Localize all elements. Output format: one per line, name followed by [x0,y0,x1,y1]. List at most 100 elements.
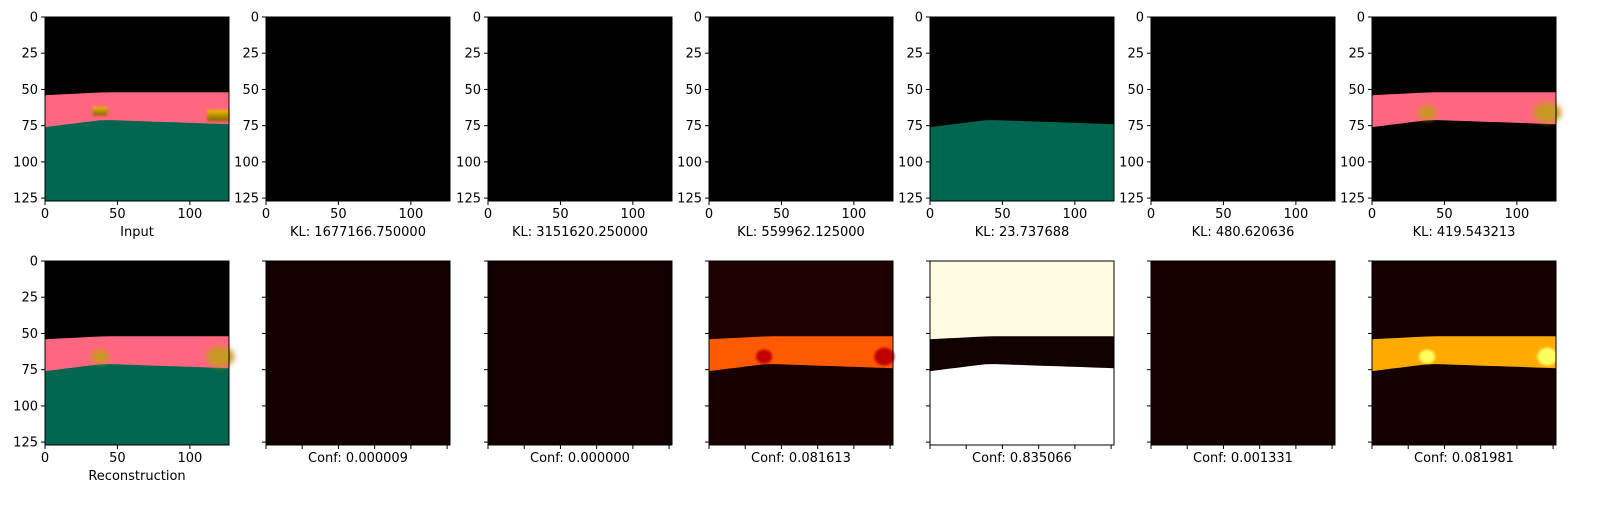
panel-frame [265,16,451,202]
panel-image [45,17,229,201]
y-tick-label: 75 [685,119,702,134]
panel-image [709,261,895,445]
x-tick-label: 100 [1062,207,1087,222]
panel-frame [265,260,451,446]
panel-caption: KL: 1677166.750000 [290,225,426,240]
panel-image [1372,17,1562,201]
x-tick-label: 100 [1283,207,1308,222]
object-right [1533,102,1562,123]
panel-caption: Conf: 0.001331 [1193,451,1293,466]
y-tick-label: 75 [21,119,38,134]
y-tick-label: 0 [1136,11,1144,26]
y-tick-label: 125 [677,192,702,207]
panel-background [1151,17,1335,201]
panel-image [266,17,450,201]
y-tick-label: 125 [898,192,923,207]
panel-r1-c0: 0 50 100 0 25 50 75 100 125 Reconstruction [13,255,235,484]
panel-image [488,261,672,445]
panel-caption: KL: 3151620.250000 [512,225,648,240]
panel-frame [708,260,894,446]
confidence-blob-right [874,347,895,366]
panel-frame [487,260,673,446]
panel-frame [44,260,230,446]
panel-image [1151,261,1335,445]
y-tick-label: 100 [456,155,481,170]
y-tick-label: 50 [21,83,38,98]
panel-image [930,261,1114,445]
panel-caption: KL: 23.737688 [975,225,1070,240]
panel-caption: KL: 480.620636 [1192,225,1295,240]
lower-region [709,364,893,445]
y-tick-label: 0 [915,11,923,26]
confidence-blob-right [1537,347,1558,366]
object-right [207,109,229,122]
object-left [1418,105,1437,120]
panel-frame [1371,260,1557,446]
y-tick-label: 100 [234,155,259,170]
y-tick-label: 25 [906,47,923,62]
y-tick-label: 25 [464,47,481,62]
panel-r0-c6: 0 50 100 0 25 50 75 100 125 KL: 419.543213 [1340,11,1562,240]
y-tick-label: 100 [677,155,702,170]
x-tick-label: 0 [1147,207,1155,222]
x-tick-label: 0 [705,207,713,222]
x-tick-label: 50 [1215,207,1232,222]
panel-r0-c2: 0 50 100 0 25 50 75 100 125 KL: 3151620.250000 [456,11,673,240]
panel-frame [1150,16,1336,202]
y-tick-label: 75 [464,119,481,134]
y-tick-label: 75 [242,119,259,134]
panel-r0-c3: 0 50 100 0 25 50 75 100 125 KL: 559962.125000 [677,11,894,240]
panel-image [1372,261,1558,445]
x-tick-label: 0 [262,207,270,222]
x-tick-label: 0 [926,207,934,222]
panel-caption: Conf: 0.081613 [751,451,851,466]
y-tick-label: 100 [1119,155,1144,170]
panel-frame [1150,260,1336,446]
object-left [91,349,110,364]
y-tick-label: 25 [685,47,702,62]
panel-caption: Reconstruction [88,469,185,484]
lower-region [1372,364,1556,445]
y-tick-label: 50 [242,83,259,98]
y-tick-label: 125 [1119,192,1144,207]
x-tick-label: 50 [109,451,126,466]
panel-r1-c4: Conf: 0.835066 [926,260,1115,466]
panel-background [266,17,450,201]
panel-caption: Conf: 0.000009 [308,451,408,466]
panel-background [709,17,893,201]
y-tick-label: 0 [473,11,481,26]
panel-image [488,17,672,201]
panel-frame [1371,16,1557,202]
x-tick-label: 100 [398,207,423,222]
upper-region [488,261,672,340]
panel-r0-c0: 0 50 100 0 25 50 75 100 125 Input [13,11,230,240]
y-tick-label: 50 [1127,83,1144,98]
y-tick-label: 125 [13,192,38,207]
panel-frame [44,16,230,202]
panel-r1-c2: Conf: 0.000000 [484,260,673,466]
y-tick-label: 25 [1127,47,1144,62]
y-tick-label: 0 [30,255,38,270]
y-tick-label: 75 [1348,119,1365,134]
x-tick-label: 100 [620,207,645,222]
x-tick-label: 100 [177,451,202,466]
panel-image [45,261,235,445]
upper-region [709,261,893,340]
x-tick-label: 50 [552,207,569,222]
panel-r1-c1: Conf: 0.000009 [262,260,451,466]
y-tick-label: 25 [242,47,259,62]
confidence-blob-left [1419,349,1436,364]
x-tick-label: 0 [1368,207,1376,222]
x-tick-label: 0 [484,207,492,222]
panel-r1-c5: Conf: 0.001331 [1147,260,1336,466]
x-tick-label: 0 [41,451,49,466]
y-tick-label: 100 [13,155,38,170]
upper-region [930,261,1114,340]
x-tick-label: 100 [841,207,866,222]
panel-image [709,17,893,201]
panel-r0-c5: 0 50 100 0 25 50 75 100 125 KL: 480.620636 [1119,11,1336,240]
ground-region [45,364,229,445]
panel-background [488,17,672,201]
panel-caption: Input [120,225,154,240]
